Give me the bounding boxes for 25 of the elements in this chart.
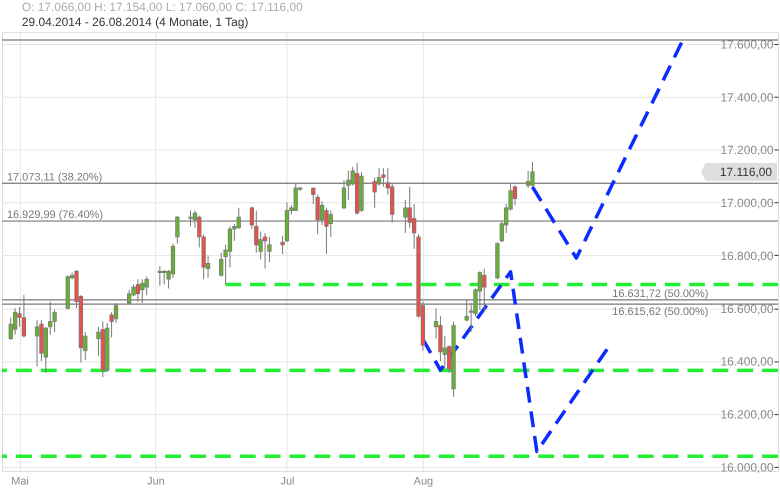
ref-line-label: 17.073,11 (38.20%)	[6, 171, 102, 184]
ref-line-label: 16.615,62 (50.00%)	[612, 306, 708, 318]
y-tick-label: 17.200,00	[720, 143, 774, 158]
ref-line-label: 16.631,72 (50.00%)	[612, 288, 708, 300]
x-tick-label: Jul	[280, 475, 294, 488]
y-tick-label: 16.400,00	[720, 354, 774, 369]
candlestick	[262, 232, 268, 270]
candlestick	[228, 226, 232, 268]
y-tick-label: 16.800,00	[720, 248, 774, 263]
candlestick	[34, 320, 40, 367]
y-tick-label: 17.600,00	[720, 37, 774, 52]
x-tick-label: Aug	[414, 475, 434, 488]
chart-subtitle: 29.04.2014 - 26.08.2014 (4 Monate, 1 Tag)	[22, 15, 248, 30]
candlestick	[52, 309, 57, 333]
annotation: 17.116,00	[720, 164, 772, 179]
y-tick-label: 17.000,00	[720, 196, 774, 210]
x-tick-label: Mai	[11, 475, 29, 488]
y-tick-label: 16.000,00	[720, 460, 774, 474]
ref-line-label: 16.929,99 (76.40%)	[6, 209, 104, 222]
y-tick-label: 17.400,00	[720, 90, 774, 104]
chart-title: O: 17.066,00 H: 17.154,00 L: 17.060,00 C: 17.116,00	[22, 0, 304, 14]
candlestick	[267, 236, 272, 263]
y-tick-label: 16.200,00	[720, 407, 774, 422]
x-tick-label: Jun	[147, 475, 165, 488]
y-tick-label: 16.600,00	[720, 302, 774, 316]
